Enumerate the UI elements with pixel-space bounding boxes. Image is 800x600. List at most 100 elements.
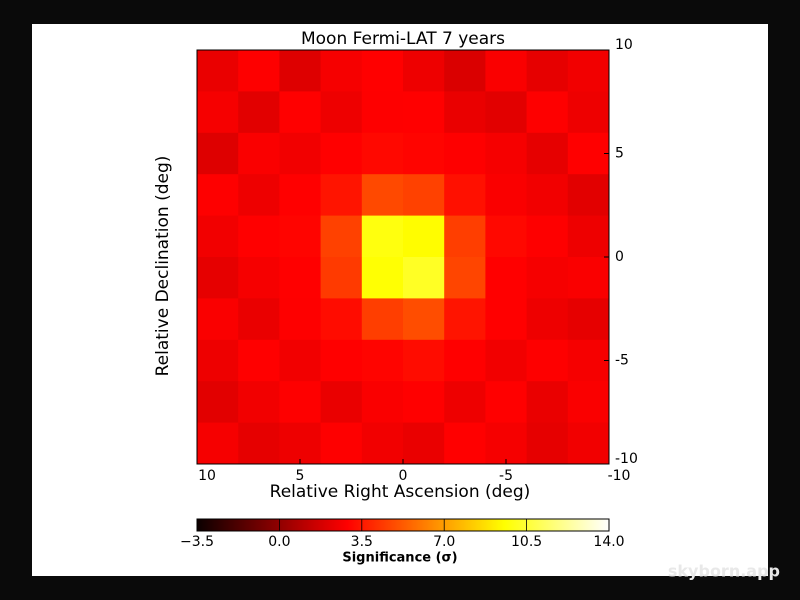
heatmap-cell [403, 422, 445, 465]
x-tick-label: 10 [198, 468, 216, 484]
heatmap-cell [444, 91, 486, 134]
x-tick-label: 0 [399, 468, 408, 484]
heatmap-cell [526, 50, 569, 92]
x-tick-label: -10 [608, 468, 631, 484]
heatmap-cell [444, 257, 486, 299]
heatmap-cell [361, 174, 404, 217]
heatmap-cell [567, 381, 610, 424]
heatmap-cell [444, 298, 486, 341]
heatmap-cell [403, 132, 445, 175]
heatmap-cell [567, 132, 610, 175]
heatmap-cell [485, 298, 528, 341]
heatmap-cell [526, 174, 569, 217]
heatmap-cell [238, 132, 280, 175]
y-tick-label: -5 [615, 353, 629, 369]
heatmap-cell [238, 298, 280, 341]
heatmap-cell [361, 50, 404, 92]
heatmap-cell [238, 215, 280, 258]
heatmap-cell [567, 50, 610, 92]
heatmap-cell [320, 215, 363, 258]
heatmap-cell [526, 132, 569, 175]
heatmap-cell [320, 298, 363, 341]
x-axis-label: Relative Right Ascension (deg) [270, 482, 531, 502]
heatmap-cell [526, 339, 569, 382]
heatmap-cell [361, 91, 404, 134]
heatmap-cell [361, 298, 404, 341]
heatmap-cell [320, 91, 363, 134]
colorbar-tick-label: 10.5 [511, 534, 542, 550]
heatmap-cell [238, 339, 280, 382]
heatmap-cell [320, 422, 363, 465]
heatmap-cell [238, 381, 280, 424]
heatmap-cell [279, 298, 322, 341]
heatmap-cell [567, 174, 610, 217]
heatmap-cell [403, 215, 445, 258]
x-tick-label: -5 [499, 468, 513, 484]
heatmap-cell [197, 339, 239, 382]
heatmap-cell [197, 257, 239, 299]
heatmap-cell [238, 91, 280, 134]
heatmap-cell [320, 257, 363, 299]
heatmap-cell [403, 298, 445, 341]
heatmap-cell [279, 339, 322, 382]
heatmap-cell [485, 50, 528, 92]
y-tick-label: 10 [615, 37, 633, 53]
heatmap-cell [320, 381, 363, 424]
heatmap-cell [526, 298, 569, 341]
heatmap-cell [361, 132, 404, 175]
heatmap-cell [444, 422, 486, 465]
heatmap-cell [238, 50, 280, 92]
heatmap-cell [279, 132, 322, 175]
heatmap-cell [485, 174, 528, 217]
colorbar-tick-label: 0.0 [268, 534, 290, 550]
heatmap-cell [320, 50, 363, 92]
heatmap-cell [279, 174, 322, 217]
heatmap-cell [526, 257, 569, 299]
heatmap-cell [279, 91, 322, 134]
heatmap-cell [197, 91, 239, 134]
heatmap-cell [238, 422, 280, 465]
heatmap-cell [279, 215, 322, 258]
chart-title: Moon Fermi-LAT 7 years [301, 29, 505, 49]
heatmap-cell [444, 132, 486, 175]
heatmap-cell [444, 174, 486, 217]
heatmap-cell [403, 257, 445, 299]
y-axis-label: Relative Declination (deg) [153, 156, 173, 377]
heatmap-cell [485, 215, 528, 258]
heatmap-cell [567, 91, 610, 134]
heatmap-cell [444, 339, 486, 382]
heatmap-cell [485, 339, 528, 382]
heatmap-cell [403, 50, 445, 92]
heatmap-cell [526, 381, 569, 424]
y-tick-label: 5 [615, 146, 624, 162]
heatmap-cell [320, 174, 363, 217]
heatmap-cell [361, 339, 404, 382]
colorbar-tick-label: −3.5 [180, 534, 214, 550]
heatmap-cell [567, 215, 610, 258]
heatmap-cell [197, 298, 239, 341]
colorbar-tick-label: 14.0 [593, 534, 624, 550]
heatmap-cell [403, 91, 445, 134]
heatmap-cell [320, 132, 363, 175]
heatmap-cell [279, 257, 322, 299]
heatmap-cell [197, 132, 239, 175]
colorbar-tick-label: 3.5 [351, 534, 373, 550]
heatmap-cell [444, 215, 486, 258]
heatmap-cell [361, 257, 404, 299]
heatmap-cell [197, 174, 239, 217]
heatmap-cell [279, 422, 322, 465]
heatmap-cell [279, 381, 322, 424]
heatmap-cell [197, 381, 239, 424]
heatmap-cell [567, 422, 610, 465]
heatmap-cell [485, 381, 528, 424]
watermark: skyborn.app [668, 562, 780, 581]
heatmap-cell [526, 422, 569, 465]
heatmap-cell [444, 50, 486, 92]
heatmap-cell [485, 132, 528, 175]
heatmap-cell [567, 298, 610, 341]
colorbar-label: Significance (σ) [342, 551, 457, 566]
heatmap-cell [279, 50, 322, 92]
heatmap-cell [485, 422, 528, 465]
colorbar-tick-label: 7.0 [433, 534, 455, 550]
heatmap-cell [197, 50, 239, 92]
